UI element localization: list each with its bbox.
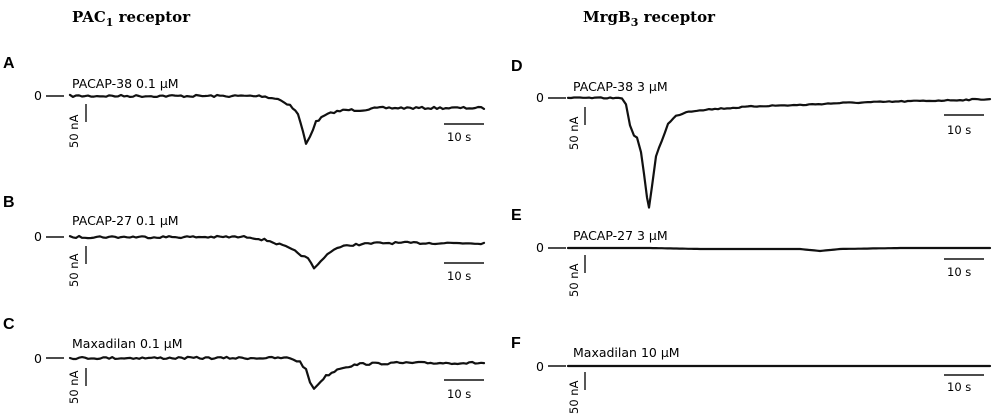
panel-letter: F (511, 335, 521, 352)
condition-label: PACAP-27 0.1 µM (72, 213, 179, 228)
current-scale-label: 50 nA (67, 114, 81, 148)
current-trace (566, 246, 992, 253)
panel-letter: B (3, 194, 15, 211)
time-scale-label: 10 s (947, 265, 971, 279)
condition-label: Maxadilan 10 µM (573, 345, 680, 360)
current-scale-label: 50 nA (567, 380, 581, 414)
panel-letter: D (511, 58, 523, 75)
current-scale-label: 50 nA (567, 116, 581, 150)
time-scale-label: 10 s (447, 387, 471, 401)
panel-f: F Maxadilan 10 µM 0 50 nA 10 s (511, 335, 992, 414)
current-trace (68, 234, 486, 270)
panel-c: C Maxadilan 0.1 µM 0 50 nA 10 s (3, 316, 486, 404)
condition-label: Maxadilan 0.1 µM (72, 336, 183, 351)
current-trace (68, 355, 486, 390)
condition-label: PACAP-27 3 µM (573, 228, 668, 243)
panels: A PACAP-38 0.1 µM 0 50 nA 10 s B PACAP-27 0.1 … (3, 55, 992, 414)
panel-letter: A (3, 55, 15, 72)
current-trace (68, 93, 486, 145)
panel-letter: C (3, 316, 15, 333)
panel-a: A PACAP-38 0.1 µM 0 50 nA 10 s (3, 55, 486, 148)
time-scale-label: 10 s (947, 380, 971, 394)
condition-label: PACAP-38 0.1 µM (72, 76, 179, 91)
zero-current-label: 0 (536, 240, 544, 255)
panel-d: D PACAP-38 3 µM 0 50 nA 10 s (511, 58, 992, 209)
zero-current-label: 0 (536, 90, 544, 105)
current-trace (566, 96, 992, 209)
zero-current-label: 0 (34, 88, 42, 103)
panel-b: B PACAP-27 0.1 µM 0 50 nA 10 s (3, 194, 486, 287)
time-scale-label: 10 s (947, 123, 971, 137)
current-scale-label: 50 nA (67, 253, 81, 287)
panel-e: E PACAP-27 3 µM 0 50 nA 10 s (511, 207, 992, 297)
zero-current-label: 0 (34, 351, 42, 366)
current-scale-label: 50 nA (67, 370, 81, 404)
column-title-pac1: PAC1 receptor (72, 8, 191, 29)
panel-letter: E (511, 207, 522, 224)
zero-current-label: 0 (34, 229, 42, 244)
time-scale-label: 10 s (447, 130, 471, 144)
condition-label: PACAP-38 3 µM (573, 79, 668, 94)
current-scale-label: 50 nA (567, 263, 581, 297)
column-title-mrgb3: MrgB3 receptor (583, 8, 716, 29)
zero-current-label: 0 (536, 359, 544, 374)
time-scale-label: 10 s (447, 269, 471, 283)
